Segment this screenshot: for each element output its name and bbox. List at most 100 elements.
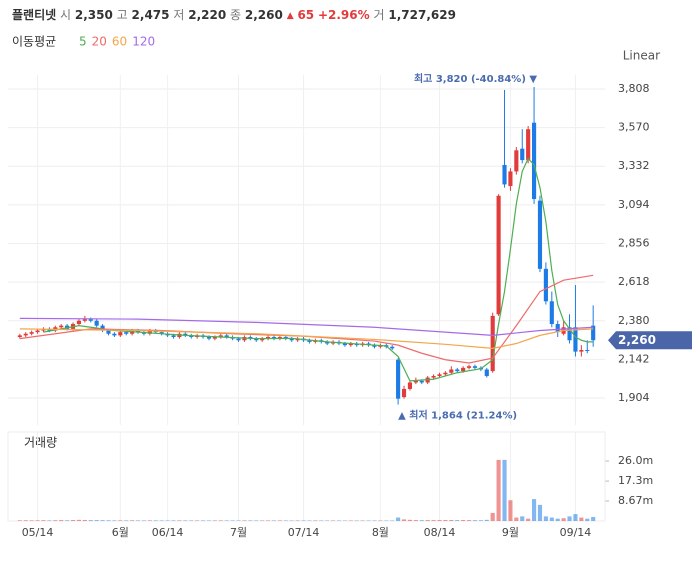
volume-bar (124, 520, 129, 521)
y-tick-label: 2,380 (618, 314, 650, 327)
volume-bar (484, 519, 489, 521)
header-item: 2,220 (188, 8, 226, 22)
candle-body (106, 330, 111, 334)
candle-body (567, 327, 572, 341)
volume-bar (266, 520, 271, 521)
candle-body (455, 369, 460, 372)
candle-body (532, 122, 537, 200)
candle-body (135, 330, 141, 333)
candle-body (76, 320, 81, 325)
candle-body (514, 150, 519, 172)
volume-bar (579, 517, 584, 521)
volume-bar (171, 520, 176, 521)
candle-body (502, 164, 507, 185)
candle-body (289, 338, 294, 341)
volume-bar (248, 520, 253, 521)
volume-bar (526, 518, 531, 521)
x-tick-label: 9월 (502, 526, 519, 539)
volume-bar (189, 520, 194, 521)
candle-body (419, 380, 424, 383)
volume-bar (585, 518, 590, 521)
volume-bar (443, 520, 448, 521)
candle-body (35, 330, 40, 333)
candle-body (29, 332, 34, 334)
y-tick-label: 2,142 (618, 352, 650, 365)
candle-body (218, 335, 223, 338)
volume-bar (76, 519, 81, 521)
volume-bar (23, 520, 28, 521)
volume-bar (549, 517, 554, 521)
volume-bar (313, 520, 318, 521)
candle-body (17, 335, 22, 338)
volume-bar (47, 520, 52, 521)
volume-bar (112, 520, 117, 521)
volume-bar (200, 520, 206, 521)
volume-bar (147, 520, 152, 521)
volume-bar (425, 520, 430, 521)
candle-body (449, 369, 454, 373)
header-item: ▲ (287, 11, 294, 21)
y-tick-label: 2,856 (618, 237, 650, 250)
y-tick-label: 3,094 (618, 198, 650, 211)
volume-bar (260, 520, 265, 521)
candle-body (307, 340, 312, 342)
candle-body (508, 171, 513, 187)
candle-body (549, 301, 554, 325)
volume-bar (218, 520, 223, 521)
volume-bar (283, 520, 288, 521)
volume-bar (206, 520, 212, 521)
header-item: 플랜티넷 (12, 7, 56, 22)
header-item: 1,727,629 (388, 8, 456, 22)
candle-body (59, 325, 64, 328)
volume-bar (165, 520, 170, 521)
volume-bar (532, 499, 537, 521)
volume-bar (449, 519, 454, 521)
volume-bar (118, 520, 123, 521)
candle-body (520, 148, 525, 161)
candle-body (396, 359, 401, 399)
candle-body (124, 332, 129, 334)
volume-bar (230, 520, 235, 521)
volume-bar (130, 520, 135, 521)
header-item: 2,475 (132, 8, 170, 22)
volume-bar (543, 516, 548, 521)
volume-bar (177, 520, 182, 521)
candle-body (390, 346, 395, 349)
candle-body (372, 345, 377, 347)
candle-body (88, 319, 93, 321)
volume-bar (153, 520, 158, 521)
volume-bar (141, 520, 147, 521)
volume-bar (65, 520, 70, 521)
volume-bar (331, 520, 336, 521)
volume-bar (88, 520, 93, 521)
candle-body (183, 333, 188, 336)
annotation: 최고 3,820 (-40.84%) ▼ (414, 72, 537, 85)
volume-bar (35, 520, 40, 521)
x-tick-label: 6월 (112, 526, 129, 539)
volume-bar (472, 520, 478, 521)
candle-body (555, 324, 560, 333)
candle-body (466, 366, 472, 368)
candle-body (585, 350, 590, 351)
price-tag-label: 2,260 (618, 333, 656, 347)
volume-bar (224, 520, 229, 521)
candle-body (443, 372, 448, 375)
x-tick-label: 07/14 (288, 526, 320, 539)
volume-bar (478, 520, 483, 521)
candle-body (526, 129, 531, 161)
legend-entry: 60 (112, 35, 127, 49)
volume-bar (53, 520, 58, 521)
scale-label[interactable]: Linear (623, 49, 660, 63)
candle-body (236, 338, 241, 341)
candle-body (118, 332, 123, 336)
volume-bar (360, 520, 365, 521)
legend-entry: 20 (92, 35, 107, 49)
candle-body (159, 332, 164, 334)
candle-body (254, 338, 259, 341)
header-item: 2,260 (245, 8, 283, 22)
volume-bar (502, 459, 507, 521)
legend-title: 이동평균 (12, 35, 56, 49)
volume-bar (431, 520, 436, 521)
candle-body (224, 335, 229, 338)
